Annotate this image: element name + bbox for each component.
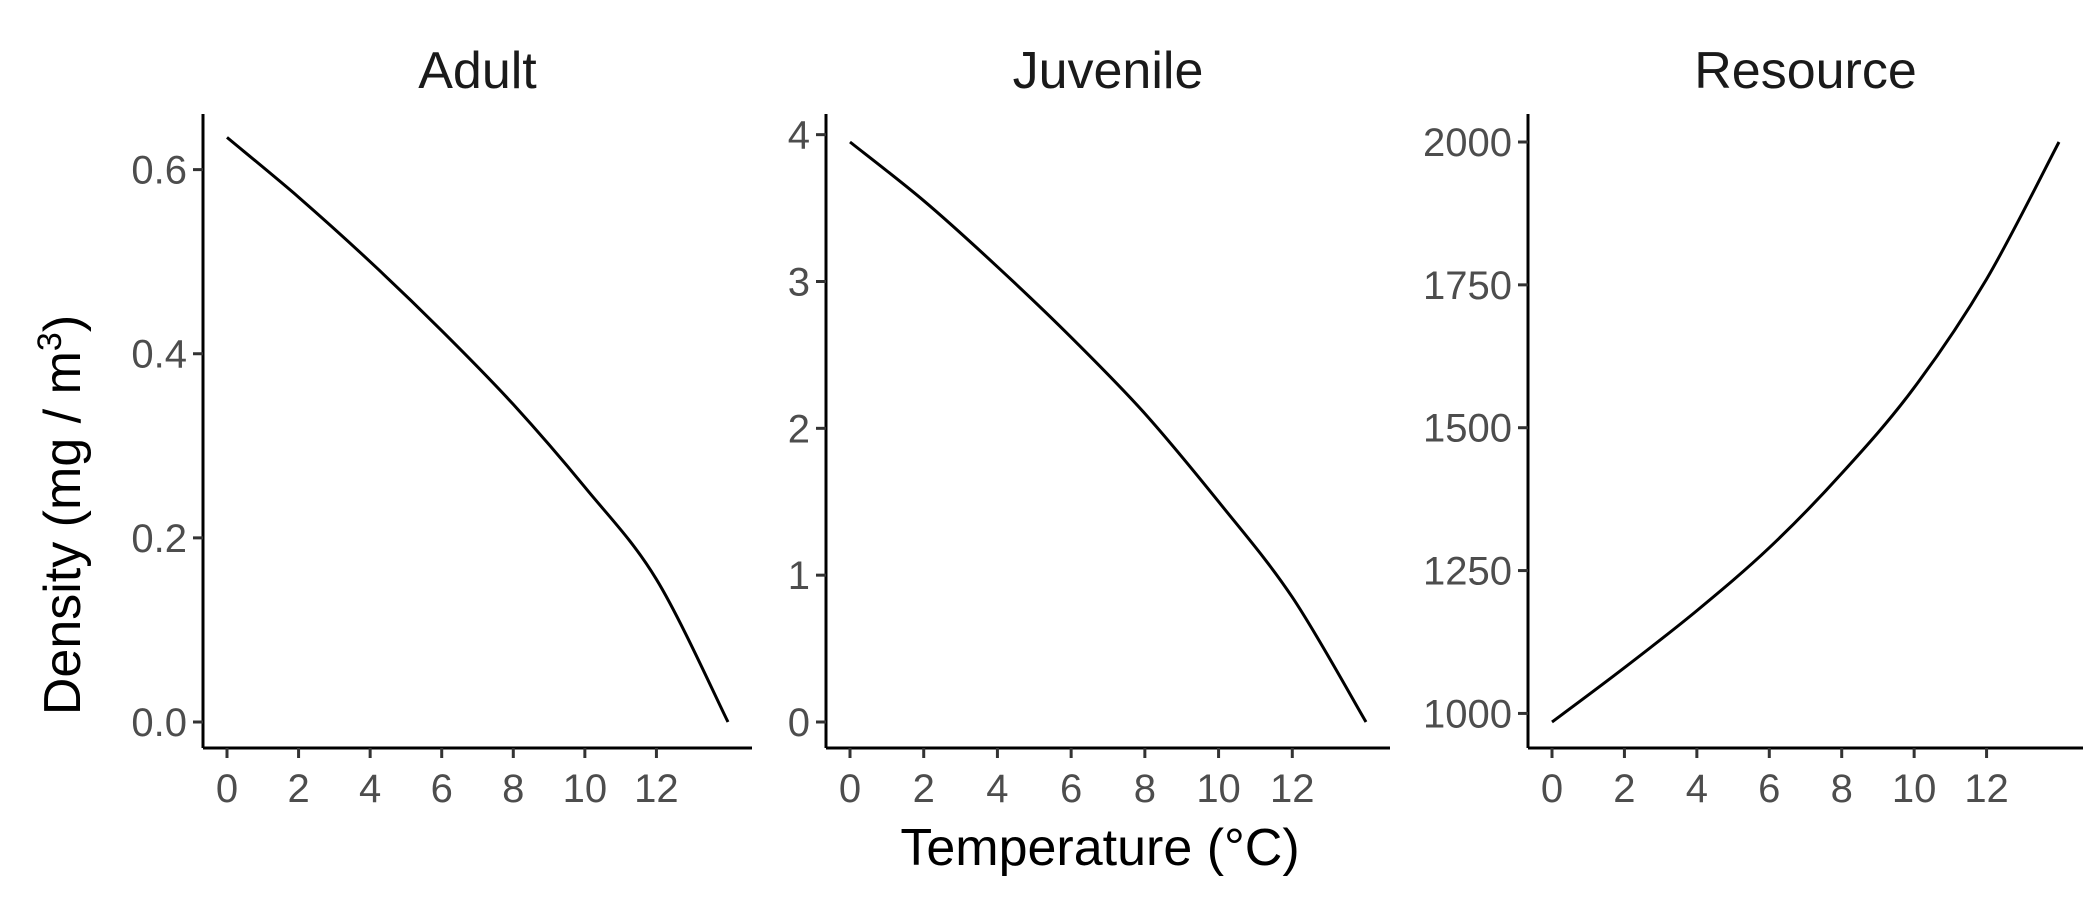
panel-title: Juvenile (1013, 42, 1204, 100)
y-tick-label: 0.2 (131, 517, 187, 561)
x-tick-label: 10 (1196, 767, 1241, 811)
y-tick-label: 0.0 (131, 701, 187, 745)
x-tick-label: 2 (913, 767, 935, 811)
y-tick-label: 1500 (1423, 407, 1512, 451)
y-tick-label: 4 (788, 114, 810, 158)
x-tick-label: 0 (1541, 767, 1563, 811)
x-tick-label: 2 (1613, 767, 1635, 811)
y-axis-title-superscript: 3 (31, 332, 69, 351)
x-tick-label: 12 (1270, 767, 1315, 811)
x-tick-label: 10 (563, 767, 608, 811)
x-tick-label: 0 (216, 767, 238, 811)
panel-title: Adult (418, 42, 537, 100)
y-tick-label: 1750 (1423, 264, 1512, 308)
x-tick-label: 6 (431, 767, 453, 811)
x-tick-label: 8 (1831, 767, 1853, 811)
series-line (849, 140, 1368, 723)
x-tick-label: 8 (1134, 767, 1156, 811)
x-tick-label: 4 (359, 767, 381, 811)
y-tick-label: 1 (788, 554, 810, 598)
x-tick-label: 10 (1892, 767, 1937, 811)
y-tick-label: 2000 (1423, 121, 1512, 165)
x-tick-label: 6 (1060, 767, 1082, 811)
series-line (226, 136, 730, 723)
y-tick-label: 1000 (1423, 692, 1512, 736)
x-tick-label: 12 (634, 767, 679, 811)
panel-0: Adult 0.0 0.2 0.4 0.6 0 2 4 6 8 10 12 (131, 42, 752, 811)
x-tick-label: 4 (986, 767, 1008, 811)
x-axis-title: Temperature (°C) (900, 819, 1299, 877)
x-tick-label: 6 (1758, 767, 1780, 811)
x-tick-label: 0 (839, 767, 861, 811)
x-tick-label: 2 (287, 767, 309, 811)
x-tick-label: 4 (1686, 767, 1708, 811)
y-tick-label: 0 (788, 701, 810, 745)
panel-2: Resource 1000 1250 1500 1750 2000 0 2 4 6 8 10 12 (1423, 42, 2083, 811)
x-tick-label: 8 (502, 767, 524, 811)
x-tick-label: 12 (1964, 767, 2009, 811)
y-tick-label: 3 (788, 260, 810, 304)
y-tick-label: 1250 (1423, 550, 1512, 594)
y-axis-title: Density (mg / m3) (31, 315, 92, 715)
y-axis-title-close: ) (34, 315, 92, 332)
y-tick-label: 0.6 (131, 149, 187, 193)
y-axis-title-main: Density (mg / m (34, 351, 92, 715)
series-line (1551, 141, 2061, 724)
panel-title: Resource (1694, 42, 1917, 100)
y-tick-label: 0.4 (131, 333, 187, 377)
y-tick-label: 2 (788, 407, 810, 451)
